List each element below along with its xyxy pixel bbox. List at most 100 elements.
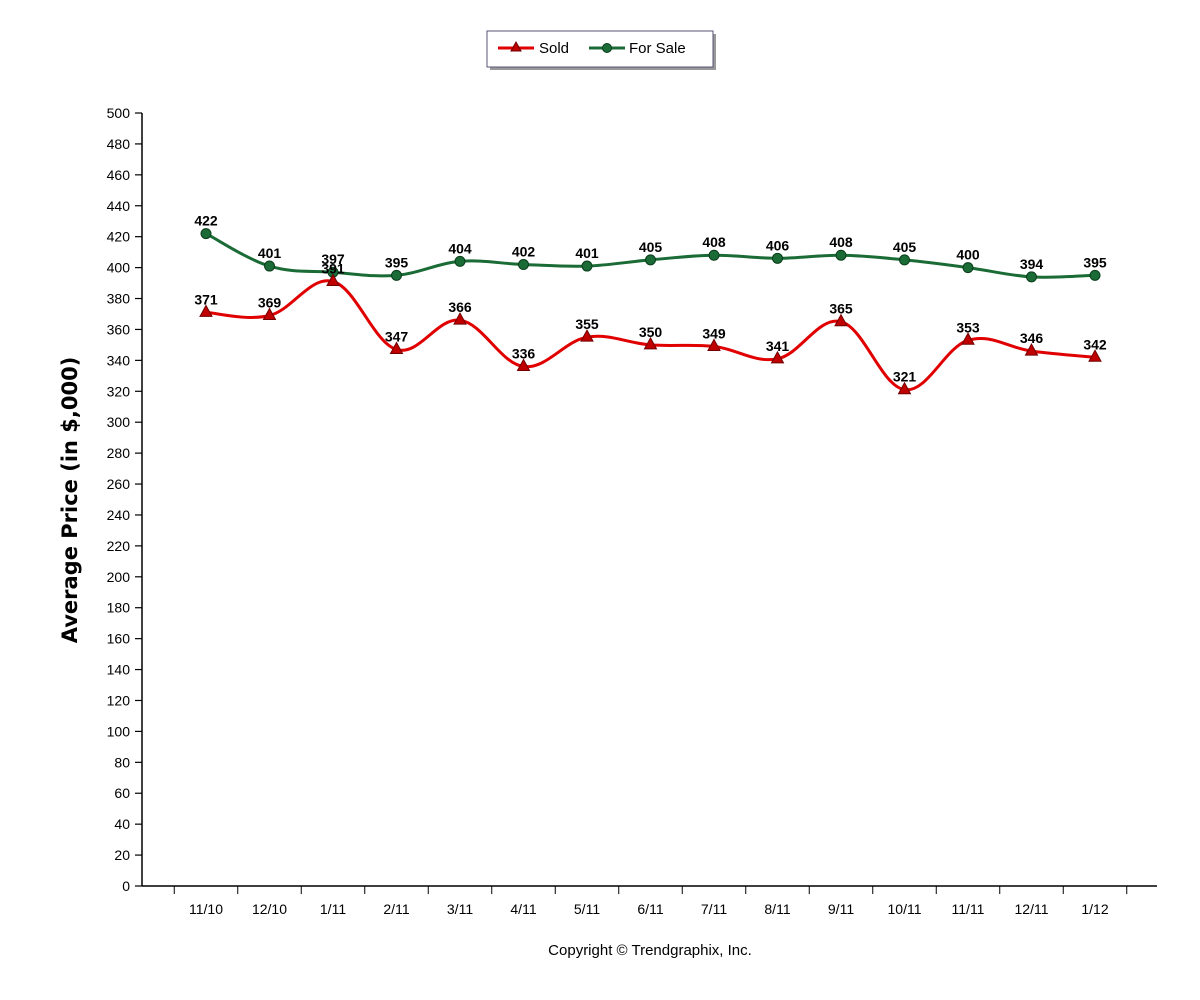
data-point-sold (580, 329, 594, 342)
x-tick-label: 2/11 (383, 901, 409, 917)
x-tick-label: 1/12 (1081, 901, 1108, 917)
data-point-for-sale (899, 254, 910, 266)
data-point-sold (1088, 349, 1102, 362)
data-point-sold (770, 350, 785, 364)
data-label-for-sale: 404 (448, 240, 472, 256)
data-point-sold (707, 338, 721, 351)
data-point-sold (453, 312, 467, 325)
data-point-for-sale (391, 269, 402, 281)
data-label-sold: 349 (702, 325, 726, 341)
y-tick-label: 240 (107, 507, 131, 523)
data-label-for-sale: 408 (702, 234, 726, 250)
data-label-for-sale: 394 (1020, 256, 1044, 272)
x-tick-label: 3/11 (447, 901, 473, 917)
data-label-sold: 336 (512, 346, 536, 362)
data-point-for-sale (200, 228, 212, 240)
data-point-for-sale (581, 260, 593, 272)
x-ticks: 11/10 12/10 1/11 2/11 3/11 4/11 5/11 6/11 7/11 8/… (173, 886, 1128, 917)
y-axis-title: Average Price (in $,000) (58, 357, 82, 644)
y-tick-label: 260 (107, 476, 131, 492)
data-point-sold (389, 341, 404, 355)
y-tick-label: 300 (107, 414, 131, 430)
data-point-sold (961, 332, 975, 345)
data-label-sold: 365 (829, 301, 853, 317)
data-point-sold (199, 304, 213, 317)
x-tick-label: 9/11 (828, 901, 854, 917)
data-label-sold: 355 (575, 316, 599, 332)
data-label-sold: 350 (639, 324, 663, 340)
legend-label-sold: Sold (539, 40, 569, 57)
legend-marker-sold (510, 40, 522, 52)
data-point-for-sale (708, 249, 720, 261)
data-label-for-sale: 405 (639, 239, 663, 255)
data-point-sold (326, 273, 340, 287)
x-tick-label: 6/11 (637, 901, 663, 917)
x-tick-label: 11/10 (189, 901, 223, 917)
data-label-sold: 321 (893, 369, 917, 385)
data-label-sold: 369 (258, 295, 282, 311)
data-label-sold: 342 (1083, 336, 1107, 352)
data-label-sold: 353 (956, 319, 980, 335)
data-point-sold (516, 358, 531, 372)
y-tick-label: 80 (114, 754, 130, 770)
legend-label-for-sale: For Sale (629, 40, 686, 57)
data-label-for-sale: 405 (893, 239, 917, 255)
data-label-for-sale: 406 (766, 237, 790, 253)
y-tick-label: 480 (107, 136, 131, 152)
y-tick-label: 420 (107, 229, 131, 245)
y-tick-label: 320 (107, 383, 131, 399)
data-label-for-sale: 401 (258, 245, 282, 261)
x-tick-label: 11/11 (952, 901, 985, 917)
x-tick-label: 12/10 (252, 901, 287, 917)
data-label-for-sale: 397 (321, 251, 345, 267)
y-tick-label: 200 (107, 569, 131, 585)
data-label-for-sale: 395 (1083, 254, 1107, 270)
y-tick-label: 280 (107, 445, 131, 461)
y-tick-label: 220 (107, 538, 131, 554)
data-point-for-sale (962, 262, 974, 274)
data-label-for-sale: 402 (512, 244, 536, 260)
y-tick-label: 160 (107, 631, 131, 647)
data-point-sold (262, 307, 277, 321)
data-labels: 422 401 397 395 404 402 401 405 408 406 408 405 400 3… (194, 213, 1107, 385)
y-tick-label: 20 (114, 847, 130, 863)
data-point-for-sale (645, 254, 656, 266)
y-tick-label: 180 (107, 600, 131, 616)
data-label-sold: 341 (766, 338, 790, 354)
y-tick-label: 500 (107, 105, 131, 121)
copyright-text: Copyright © Trendgraphix, Inc. (548, 942, 752, 959)
x-tick-label: 10/11 (888, 901, 922, 917)
data-label-sold: 391 (321, 261, 345, 277)
x-tick-label: 8/11 (764, 901, 790, 917)
x-tick-label: 4/11 (510, 901, 536, 917)
data-label-for-sale: 401 (575, 245, 599, 261)
x-tick-label: 5/11 (574, 901, 600, 917)
legend-marker-for-sale (602, 43, 612, 53)
data-label-sold: 346 (1020, 330, 1044, 346)
data-point-sold (834, 313, 848, 327)
y-tick-label: 60 (114, 785, 130, 801)
data-label-sold: 366 (448, 299, 472, 315)
data-point-for-sale (1089, 269, 1101, 281)
y-tick-label: 460 (107, 167, 131, 183)
series-layer (199, 228, 1102, 395)
data-point-for-sale (1026, 271, 1037, 283)
data-point-for-sale (264, 260, 275, 272)
data-label-for-sale: 395 (385, 254, 409, 270)
y-tick-label: 340 (107, 352, 131, 368)
y-tick-label: 40 (114, 816, 130, 832)
legend-item-sold: Sold (498, 40, 569, 57)
data-label-sold: 347 (385, 329, 409, 345)
y-tick-label: 0 (122, 878, 130, 894)
y-tick-label: 100 (107, 723, 131, 739)
data-point-sold (897, 381, 912, 395)
x-tick-label: 12/11 (1015, 901, 1049, 917)
data-point-for-sale (454, 255, 466, 267)
data-point-sold (1024, 343, 1039, 356)
data-label-sold: 371 (194, 291, 218, 307)
y-tick-label: 440 (107, 198, 131, 214)
data-point-for-sale (772, 252, 783, 264)
x-tick-label: 7/11 (701, 901, 727, 917)
y-tick-label: 400 (107, 260, 131, 276)
